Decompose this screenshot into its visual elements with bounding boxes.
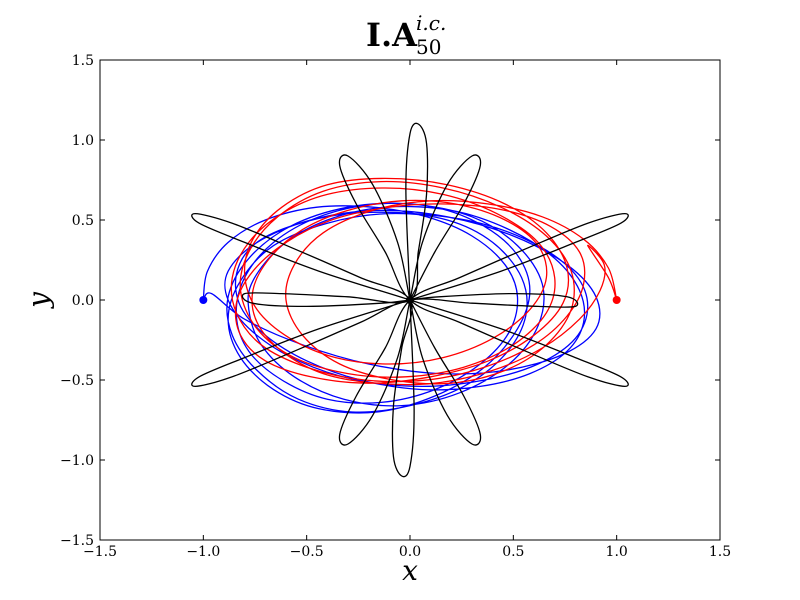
x-tick-label: 1.0 xyxy=(606,544,628,560)
body-marker-1 xyxy=(199,296,208,304)
body-marker-2 xyxy=(612,296,621,304)
x-tick-label: −0.5 xyxy=(290,544,324,560)
chart-title: I.A i.c. 50 xyxy=(366,11,446,59)
x-tick-label: 0.0 xyxy=(399,544,421,560)
x-tick-label: 0.5 xyxy=(502,544,524,560)
x-tick-label: 1.5 xyxy=(709,544,731,560)
y-tick-label: 1.5 xyxy=(72,53,94,69)
x-axis-label: x xyxy=(402,554,418,587)
y-axis-label: y xyxy=(22,291,55,310)
y-tick-label: −1.0 xyxy=(60,453,94,469)
x-tick-label: −1.0 xyxy=(186,544,220,560)
title-main: I.A xyxy=(366,16,418,54)
trajectory-series-2 xyxy=(230,177,618,386)
y-tick-label: 0.5 xyxy=(72,213,94,229)
title-superscript: i.c. xyxy=(416,11,446,35)
y-tick-label: 0.0 xyxy=(72,293,94,309)
axis-ticks: −1.5 −1.0 −0.5 0.0 0.5 1.0 1.5 −1.5 −1.0 −0.5 0.0 0… xyxy=(60,53,731,560)
title-subscript: 50 xyxy=(416,35,441,59)
y-tick-label: −1.5 xyxy=(60,533,94,549)
plot-area xyxy=(191,122,629,478)
y-tick-label: 1.0 xyxy=(72,133,94,149)
body-marker-3 xyxy=(406,296,414,304)
x-tick-label: −1.5 xyxy=(83,544,117,560)
y-tick-label: −0.5 xyxy=(60,373,94,389)
